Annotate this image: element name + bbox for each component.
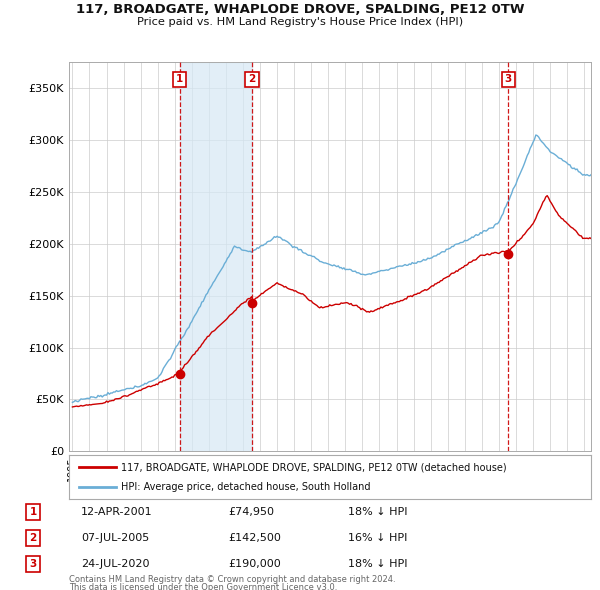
Text: £74,950: £74,950 [228,507,274,517]
Text: Price paid vs. HM Land Registry's House Price Index (HPI): Price paid vs. HM Land Registry's House … [137,17,463,27]
Text: 12-APR-2001: 12-APR-2001 [81,507,152,517]
Text: 16% ↓ HPI: 16% ↓ HPI [348,533,407,543]
Text: 07-JUL-2005: 07-JUL-2005 [81,533,149,543]
Text: £190,000: £190,000 [228,559,281,569]
Text: 2: 2 [29,533,37,543]
Text: 117, BROADGATE, WHAPLODE DROVE, SPALDING, PE12 0TW: 117, BROADGATE, WHAPLODE DROVE, SPALDING… [76,3,524,16]
Text: 18% ↓ HPI: 18% ↓ HPI [348,559,407,569]
Text: 18% ↓ HPI: 18% ↓ HPI [348,507,407,517]
Text: 117, BROADGATE, WHAPLODE DROVE, SPALDING, PE12 0TW (detached house): 117, BROADGATE, WHAPLODE DROVE, SPALDING… [121,462,507,472]
Text: 3: 3 [505,74,512,84]
Text: Contains HM Land Registry data © Crown copyright and database right 2024.: Contains HM Land Registry data © Crown c… [69,575,395,584]
Text: This data is licensed under the Open Government Licence v3.0.: This data is licensed under the Open Gov… [69,582,337,590]
Text: 1: 1 [29,507,37,517]
Text: 3: 3 [29,559,37,569]
Text: 2: 2 [248,74,256,84]
Text: 1: 1 [176,74,183,84]
Text: HPI: Average price, detached house, South Holland: HPI: Average price, detached house, Sout… [121,482,371,492]
Text: 24-JUL-2020: 24-JUL-2020 [81,559,149,569]
Text: £142,500: £142,500 [228,533,281,543]
